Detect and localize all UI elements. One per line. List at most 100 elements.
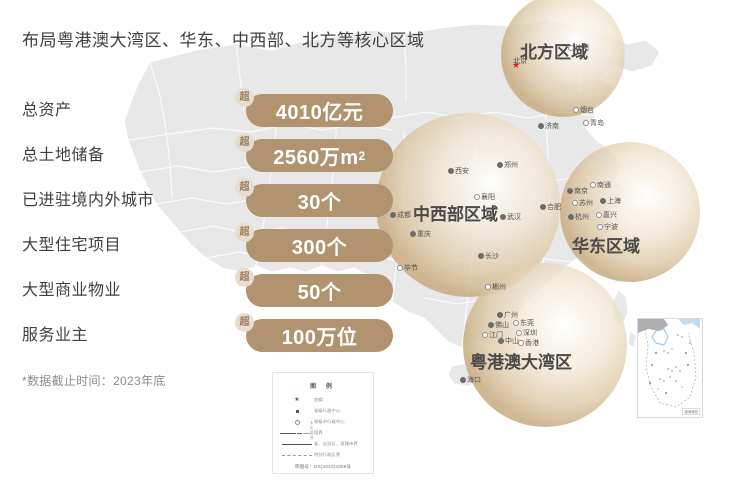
city-label: 郑州 bbox=[504, 162, 518, 169]
city-label: 海口 bbox=[467, 377, 481, 384]
city-label: 南京 bbox=[574, 188, 588, 195]
region-label: 粤港澳大湾区 bbox=[470, 353, 572, 372]
stat-value-text: 30个 bbox=[297, 192, 342, 214]
city-dot-icon bbox=[497, 162, 503, 169]
city-dot-icon bbox=[540, 204, 546, 211]
city-label: 上海 bbox=[607, 198, 621, 205]
city-dot-icon bbox=[583, 120, 589, 127]
city-marker: 襄阳 bbox=[474, 192, 495, 202]
city-dot-icon bbox=[488, 322, 494, 329]
city-label: 烟台 bbox=[580, 107, 594, 114]
chao-badge: 超 bbox=[235, 88, 254, 107]
small-island bbox=[627, 328, 637, 349]
city-dot-icon bbox=[597, 224, 603, 231]
city-label: 东莞 bbox=[520, 320, 534, 327]
bubble-greater-bay bbox=[463, 263, 627, 427]
city-dot-icon bbox=[596, 212, 602, 219]
legend-item-label: 地级市行政中心 bbox=[314, 418, 345, 424]
stat-label: 服务业主 bbox=[22, 327, 89, 344]
city-label: 成都 bbox=[397, 212, 411, 219]
city-dot-icon bbox=[500, 214, 506, 221]
city-dot-icon bbox=[573, 107, 579, 114]
stat-value-text: 300个 bbox=[291, 237, 348, 259]
city-marker: 西安 bbox=[448, 166, 469, 176]
city-marker: 南通 bbox=[590, 180, 611, 190]
city-marker: 毕节 bbox=[397, 263, 418, 273]
city-marker: 苏州 bbox=[572, 198, 593, 208]
city-dot-icon bbox=[567, 188, 573, 195]
city-marker: 上海 bbox=[600, 196, 621, 206]
city-label: 佛山 bbox=[495, 322, 509, 329]
legend-symbol-line-mixed-icon: 未定国界 bbox=[280, 421, 314, 443]
city-dot-icon bbox=[568, 214, 574, 221]
city-marker: 烟台 bbox=[573, 105, 594, 115]
chao-badge: 超 bbox=[235, 178, 254, 197]
map-legend: 图 例 ★ 首都 省级行政中心 地级市行政中心 未定国界 国界 省、自治区、直辖市界 特别行政… bbox=[272, 372, 374, 474]
stat-label: 已进驻境内外城市 bbox=[22, 192, 155, 209]
city-dot-icon bbox=[518, 340, 524, 347]
legend-item: ★ 首都 bbox=[280, 395, 366, 405]
page-title: 布局粤港澳大湾区、华东、中西部、北方等核心区域 bbox=[22, 31, 425, 50]
bubble-north bbox=[501, 0, 625, 117]
legend-item: 地级市行政中心 bbox=[280, 417, 366, 427]
stat-value-text: 50个 bbox=[297, 282, 342, 304]
stat-value-pill: 4010亿元 bbox=[246, 94, 393, 127]
legend-symbol-square-icon bbox=[280, 409, 314, 413]
city-label: 西安 bbox=[455, 168, 469, 175]
city-marker: 中山 bbox=[498, 336, 519, 346]
inset-boundary bbox=[643, 324, 697, 408]
city-dot-icon bbox=[498, 338, 504, 345]
city-label: 济南 bbox=[545, 123, 559, 130]
city-dot-icon bbox=[590, 182, 596, 189]
region-label: 中西部区域 bbox=[413, 205, 498, 224]
city-marker: 济南 bbox=[538, 121, 559, 131]
legend-item-label: 省、自治区、直辖市界 bbox=[314, 440, 358, 446]
city-marker: ★北京 bbox=[512, 58, 527, 71]
city-marker: 江门 bbox=[482, 330, 503, 340]
city-marker: 青岛 bbox=[583, 118, 604, 128]
bubble-east bbox=[560, 142, 700, 282]
inset-sea-a bbox=[664, 319, 700, 329]
city-marker: 郴州 bbox=[485, 282, 506, 292]
city-marker: 佛山 bbox=[488, 320, 509, 330]
stat-value-text: 100万位 bbox=[281, 327, 358, 349]
city-label: 嘉兴 bbox=[603, 212, 617, 219]
city-marker: 宁波 bbox=[597, 222, 618, 232]
legend-item-note: 未定国界 bbox=[310, 421, 314, 440]
inset-map-svg bbox=[638, 319, 702, 417]
chao-badge: 超 bbox=[235, 313, 254, 332]
city-label: 北京 bbox=[513, 58, 527, 65]
stat-value-pill: 50个 bbox=[246, 274, 393, 307]
stat-label: 总土地储备 bbox=[22, 147, 105, 164]
city-marker: 郑州 bbox=[497, 160, 518, 170]
stat-value-pill: 30个 bbox=[246, 184, 393, 217]
chao-badge: 超 bbox=[235, 268, 254, 287]
stat-value-pill: 300个 bbox=[246, 229, 393, 262]
legend-title: 图 例 bbox=[310, 384, 336, 390]
city-marker: 长沙 bbox=[478, 251, 499, 261]
legend-symbol-line-solid-icon bbox=[280, 443, 314, 445]
city-label: 南通 bbox=[597, 182, 611, 189]
inset-tag: 南海诸岛 bbox=[682, 408, 700, 415]
city-marker: 重庆 bbox=[410, 229, 431, 239]
city-marker: 广州 bbox=[497, 310, 518, 320]
legend-symbol-line-dashed-icon bbox=[280, 454, 314, 456]
legend-rows: ★ 首都 省级行政中心 地级市行政中心 未定国界 国界 省、自治区、直辖市界 特别行政区界 bbox=[280, 395, 366, 460]
city-dot-icon bbox=[516, 330, 522, 337]
city-dot-icon bbox=[448, 168, 454, 175]
city-marker: 合肥 bbox=[540, 202, 561, 212]
data-cutoff-footnote: *数据截止时间：2023年底 bbox=[22, 374, 166, 388]
city-dot-icon bbox=[478, 253, 484, 260]
stat-label: 总资产 bbox=[22, 102, 72, 119]
city-label: 合肥 bbox=[547, 204, 561, 211]
city-dot-icon bbox=[460, 377, 466, 384]
city-label: 杭州 bbox=[575, 214, 589, 221]
stat-value-text: 4010亿元 bbox=[275, 102, 364, 124]
stat-value-pill: 2560万m 2 bbox=[246, 139, 393, 172]
city-label: 江门 bbox=[489, 332, 503, 339]
city-dot-icon bbox=[572, 200, 578, 207]
stat-value-text: 2560万m bbox=[273, 147, 359, 169]
legend-item: 特别行政区界 bbox=[280, 450, 366, 460]
city-dot-icon bbox=[513, 320, 519, 327]
